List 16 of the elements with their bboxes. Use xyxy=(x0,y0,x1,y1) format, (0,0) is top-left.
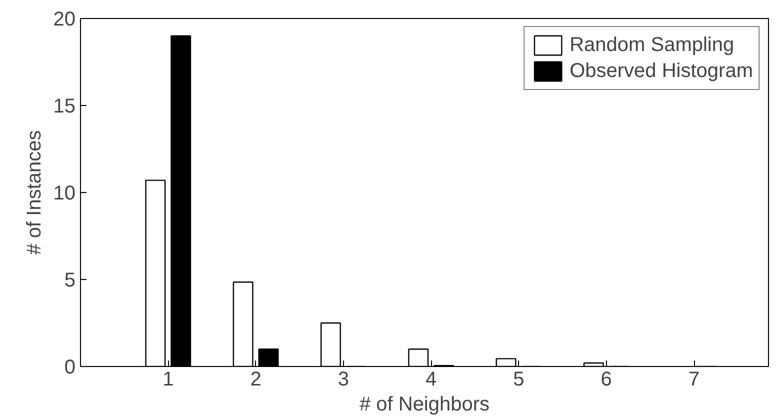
x-tick-label: 2 xyxy=(250,368,262,390)
x-tick-label: 7 xyxy=(688,368,700,390)
x-tick-label: 6 xyxy=(600,368,612,390)
x-tick-label: 1 xyxy=(162,368,174,390)
x-tick-label: 4 xyxy=(426,368,437,390)
y-axis-title: # of Instances xyxy=(23,130,46,255)
legend-label: Random Sampling xyxy=(570,34,734,56)
y-tick-label: 10 xyxy=(53,182,76,204)
y-tick-label: 0 xyxy=(64,356,76,378)
y-tick-label: 20 xyxy=(53,8,76,30)
legend-label: Observed Histogram xyxy=(570,60,753,82)
x-tick-label: 5 xyxy=(513,368,524,390)
x-axis-title: # of Neighbors xyxy=(359,394,490,416)
y-tick-label: 5 xyxy=(64,270,76,292)
y-tick-label: 15 xyxy=(53,96,76,118)
x-tick-label: 3 xyxy=(338,368,349,390)
